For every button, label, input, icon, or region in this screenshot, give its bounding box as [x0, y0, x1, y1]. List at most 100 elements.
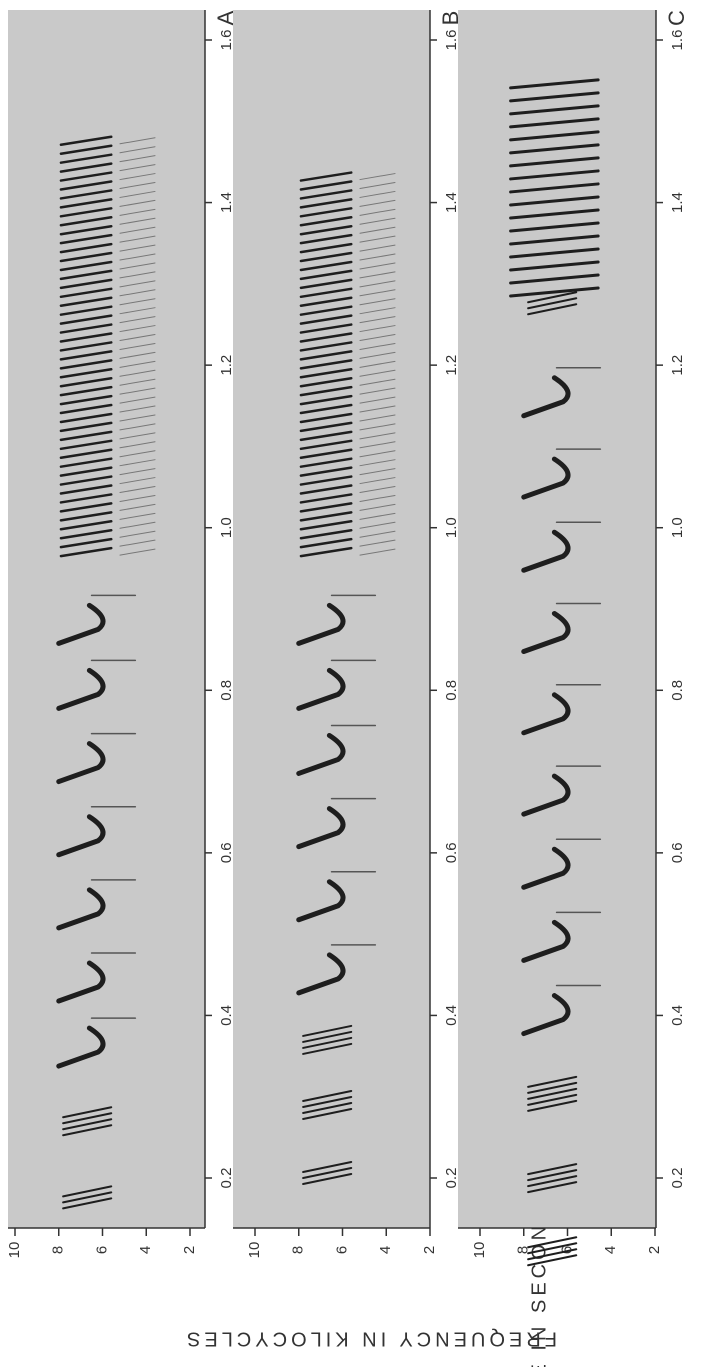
trill-harmonic: [359, 503, 396, 511]
buzz: [527, 1081, 578, 1094]
trill: [299, 439, 353, 451]
buzz: [527, 1093, 578, 1106]
trill-harmonic: [359, 378, 396, 386]
trill-harmonic: [119, 182, 156, 190]
buzz: [527, 1075, 578, 1088]
trill-harmonic: [119, 235, 156, 243]
frequency-tick-label: 6: [333, 1246, 350, 1254]
trill-harmonic: [359, 548, 396, 556]
trill: [59, 484, 113, 495]
time-tick-label: 0.8: [218, 680, 235, 701]
buzz: [527, 1236, 578, 1249]
syllable: [296, 952, 346, 996]
trill-harmonic: [359, 405, 396, 413]
syllable: [521, 611, 571, 655]
syllable: [56, 814, 106, 858]
trill-harmonic: [359, 486, 396, 494]
syllable: [521, 919, 571, 963]
trill: [299, 189, 353, 200]
time-tick-label: 1.6: [218, 30, 235, 51]
time-tick-label: 1.4: [669, 192, 686, 213]
trill: [509, 286, 600, 298]
trill-harmonic: [119, 316, 156, 324]
trill: [299, 350, 353, 361]
trill: [509, 117, 600, 129]
trill-harmonic: [359, 494, 396, 502]
trill: [299, 412, 353, 424]
trill-harmonic: [359, 217, 396, 225]
buzz: [527, 1181, 578, 1194]
trill: [299, 421, 353, 433]
trill: [509, 143, 600, 155]
buzz: [302, 1107, 353, 1120]
trill: [59, 278, 113, 290]
syllable: [56, 741, 106, 785]
trill: [59, 403, 113, 415]
spectrogram-panel: [458, 10, 656, 1228]
trill-harmonic: [359, 199, 396, 207]
time-tick-label: 0.4: [218, 1005, 235, 1026]
syllable: [296, 602, 346, 646]
trill: [299, 376, 353, 388]
buzz: [302, 1024, 353, 1037]
trill: [59, 412, 113, 424]
syllable: [56, 667, 106, 711]
buzz: [62, 1106, 113, 1119]
trill: [59, 269, 113, 281]
trill-harmonic: [359, 334, 396, 342]
buzz: [302, 1167, 353, 1179]
syllable: [521, 692, 571, 736]
trill: [59, 144, 113, 155]
syllable: [521, 846, 571, 890]
buzz: [527, 1242, 578, 1255]
trill: [509, 208, 600, 220]
trill: [59, 242, 113, 254]
trill-harmonic: [119, 432, 156, 440]
trill-harmonic: [119, 164, 156, 172]
frequency-tick-label: 6: [93, 1246, 110, 1254]
trill: [59, 502, 113, 513]
syllable: [56, 1025, 106, 1069]
trill-harmonic: [119, 253, 156, 261]
trill: [299, 511, 353, 522]
trill: [509, 221, 600, 233]
buzz: [302, 1030, 353, 1043]
trill: [299, 216, 353, 227]
time-tick-label: 1.0: [443, 517, 460, 538]
trill: [299, 278, 353, 290]
frequency-tick-label: 2: [421, 1246, 438, 1254]
trill: [59, 430, 113, 442]
trill: [509, 273, 600, 285]
buzz: [527, 1099, 578, 1112]
trill: [59, 475, 113, 486]
time-tick-label: 1.2: [669, 355, 686, 376]
trill-harmonic: [359, 423, 396, 431]
trill: [59, 224, 113, 236]
trill-harmonic: [119, 190, 156, 198]
trill: [299, 528, 353, 540]
trill-harmonic: [359, 226, 396, 234]
trill-harmonic: [359, 512, 396, 520]
trill-harmonic: [119, 486, 156, 494]
frequency-tick-label: 2: [181, 1246, 198, 1254]
trill: [59, 332, 113, 343]
syllable: [56, 602, 106, 646]
trill-harmonic: [119, 289, 156, 297]
trill: [509, 260, 600, 272]
trill: [59, 198, 113, 209]
trill-harmonic: [119, 396, 156, 404]
trill: [59, 385, 113, 397]
time-tick-label: 0.6: [669, 842, 686, 863]
trill-harmonic: [359, 235, 396, 243]
trill: [299, 207, 353, 218]
trill: [299, 233, 353, 245]
trill-harmonic: [119, 468, 156, 476]
trill: [59, 350, 113, 361]
trill: [59, 216, 113, 227]
trill-harmonic: [119, 298, 156, 306]
trill: [299, 242, 353, 254]
buzz: [302, 1161, 353, 1173]
frequency-tick-label: 8: [50, 1246, 67, 1254]
trill-harmonic: [359, 280, 396, 288]
